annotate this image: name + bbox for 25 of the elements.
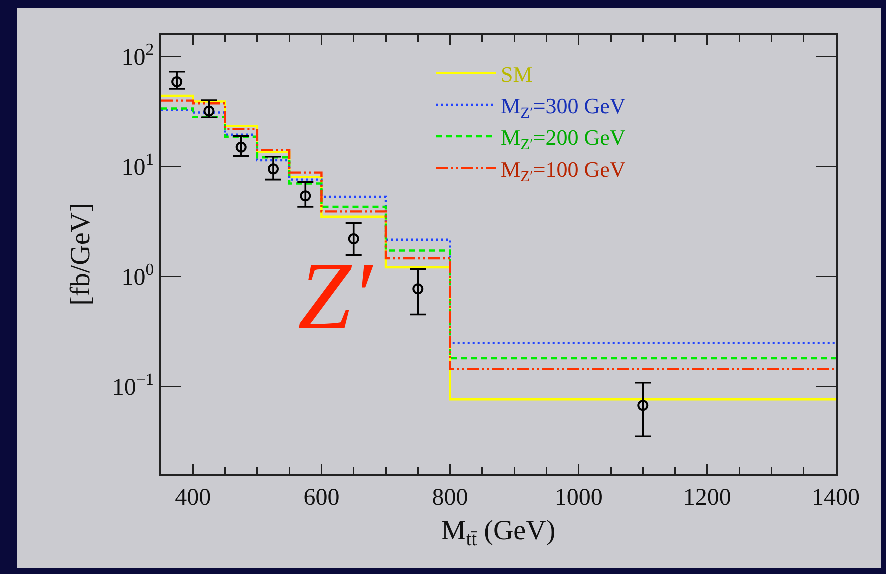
x-tick-label: 400 <box>175 484 212 511</box>
legend-label: M$_{Z′}$=200 GeV <box>501 125 626 154</box>
point <box>172 76 183 88</box>
legend-label: SM <box>501 62 533 87</box>
point <box>638 400 649 412</box>
y-tick-label: 10$^{0}$ <box>122 260 154 292</box>
point <box>412 284 424 295</box>
x-axis-title: M$_{tt̄}$ (GeV) <box>441 515 556 550</box>
x-tick-label: 1400 <box>812 484 860 511</box>
x-tick-label: 600 <box>304 484 340 511</box>
legend-label: M$_{Z′}$=100 GeV <box>501 156 626 186</box>
y-tick-label: 10$^{1}$ <box>122 150 154 182</box>
point <box>236 142 247 153</box>
point <box>268 164 279 175</box>
point <box>300 190 312 202</box>
y-tick-label: 10$^{2}$ <box>122 40 154 72</box>
x-tick-label: 1200 <box>683 484 732 511</box>
annotation: Z′ <box>298 242 374 349</box>
y-tick-label: 10$^{−1}$ <box>112 370 154 401</box>
x-tick-label: 1000 <box>554 484 603 511</box>
point <box>348 234 360 244</box>
point <box>204 106 215 117</box>
legend-label: M$_{Z′}$=300 GeV <box>501 94 626 122</box>
x-tick-label: 800 <box>432 484 468 511</box>
y-axis-title: [fb/GeV] <box>66 203 97 306</box>
